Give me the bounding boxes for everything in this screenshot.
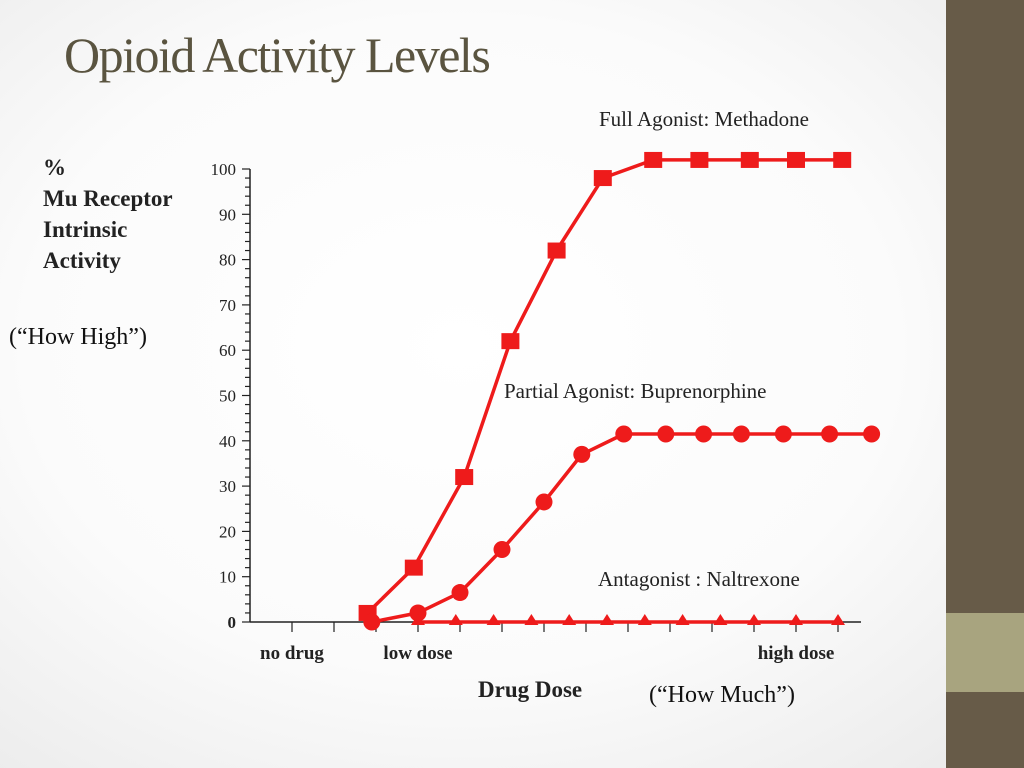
data-point-circle [493,541,511,559]
data-point-triangle [747,614,761,625]
data-point-triangle [637,614,652,625]
data-point-circle [409,604,427,622]
series-label-antagonist: Antagonist : Naltrexone [598,567,800,591]
data-point-circle [573,445,591,463]
data-point-circle [774,425,792,443]
data-point-square [404,559,423,576]
data-point-triangle [411,614,425,625]
data-point-triangle [675,614,690,625]
x-tick-label: no drug [260,643,324,664]
y-tick-label: 80 [219,251,236,270]
data-point-circle [451,584,469,602]
data-point-square [455,469,474,486]
data-point-square [740,151,759,168]
x-axis-label: Drug Dose [478,677,583,702]
data-point-circle [821,425,839,443]
data-point-triangle [713,614,728,625]
data-point-triangle [600,614,614,625]
y-tick-label: 20 [219,522,236,541]
data-point-square [593,170,612,187]
series-label-full-agonist: Full Agonist: Methadone [599,107,809,131]
how-high-annotation: (“How High”) [9,324,147,350]
series-line-square [366,158,843,615]
data-point-circle [615,425,633,443]
y-axis-label: % Mu Receptor Intrinsic Activity [43,155,173,273]
data-point-triangle [524,614,539,625]
data-point-square [644,151,663,168]
data-point-triangle [448,614,463,625]
data-point-circle [363,613,381,631]
y-tick-label: 60 [219,341,236,360]
y-tick-label: 40 [219,432,236,451]
slide-title: Opioid Activity Levels [64,27,491,83]
data-point-square [787,151,805,168]
y-tick-label: 70 [219,296,236,315]
y-tick-label: 0 [228,613,237,632]
data-point-circle [695,425,713,443]
y-tick-label: 50 [219,387,236,406]
y-tick-label: 90 [219,205,236,224]
data-point-circle [863,425,881,443]
data-point-circle [657,425,675,443]
y-tick-label: 30 [219,477,236,496]
x-tick-label: high dose [758,643,835,664]
data-point-square [501,333,520,350]
y-tick-label: 10 [219,568,236,587]
data-point-square [690,151,709,168]
data-point-square [547,242,566,259]
data-point-circle [535,493,553,511]
decorative-sidebar-accent [946,613,1024,692]
series-label-partial-agonist: Partial Agonist: Buprenorphine [504,379,767,403]
data-point-triangle [486,614,501,625]
how-much-annotation: (“How Much”) [649,682,795,708]
y-tick-label: 100 [211,160,237,179]
x-tick-label: low dose [383,643,452,664]
data-point-circle [732,425,750,443]
data-point-triangle [831,614,845,625]
data-point-triangle [562,614,577,625]
data-point-square [833,151,852,168]
data-point-triangle [789,614,803,625]
series-line-circle [371,432,872,624]
